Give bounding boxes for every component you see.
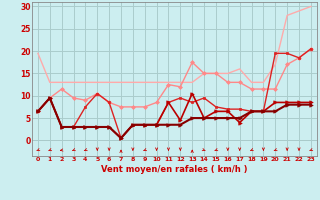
X-axis label: Vent moyen/en rafales ( km/h ): Vent moyen/en rafales ( km/h ) <box>101 165 248 174</box>
